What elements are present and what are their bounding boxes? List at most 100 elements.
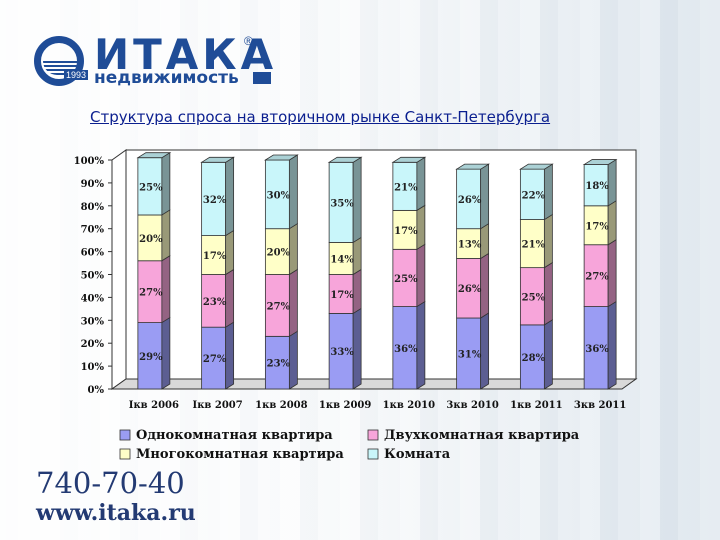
data-label: 20% (267, 248, 291, 259)
data-label: 17% (330, 290, 354, 301)
x-tick-label: 1кв 2008 (255, 400, 307, 411)
bar-segment-side (607, 300, 617, 390)
logo-bar-icon (253, 72, 271, 84)
data-label: 17% (394, 226, 418, 237)
bar-top (327, 156, 363, 163)
bar-segment (519, 219, 545, 269)
data-label: 14% (330, 254, 354, 265)
bar-segment-side (543, 319, 553, 390)
x-tick-label: Iкв 2007 (193, 400, 243, 411)
bar-segment-side (416, 243, 426, 308)
data-label: 13% (458, 240, 482, 251)
bar-segment-side (225, 229, 235, 276)
chart-title: Структура спроса на вторичном рынке Санк… (90, 108, 551, 126)
data-label: 25% (139, 182, 163, 193)
bar-segment (328, 161, 354, 243)
bar-segment-side (352, 236, 362, 276)
bar-segment-side (352, 307, 362, 390)
data-label: 27% (139, 288, 163, 299)
bar-segment-side (288, 222, 298, 276)
bar-segment (201, 326, 227, 390)
bar-segment (137, 260, 163, 323)
data-label: 26% (458, 284, 482, 295)
legend-swatch (119, 448, 131, 460)
y-tick-label: 0% (88, 385, 105, 396)
bar-top (582, 159, 618, 165)
bar-segment-side (543, 163, 553, 221)
y-tick-label: 40% (81, 293, 105, 304)
bar-segment (264, 228, 290, 275)
bar-top (136, 152, 172, 159)
logo-name: ИТАКА (94, 30, 278, 79)
bar-segment-side (225, 268, 235, 328)
y-tick-label: 90% (81, 179, 105, 190)
website-link[interactable]: www.itaka.ru (36, 500, 196, 526)
chart-floor (110, 378, 638, 390)
data-label: 29% (139, 352, 163, 363)
legend-swatch (367, 448, 379, 460)
legend-label: Комната (384, 447, 451, 462)
bar-segment-side (288, 154, 298, 230)
bar-segment (328, 313, 354, 390)
phone-number[interactable]: 740-70-40 (36, 466, 185, 500)
bar-segment-side (352, 268, 362, 315)
data-label: 27% (267, 301, 291, 312)
data-label: 27% (203, 354, 227, 365)
bar-segment (392, 306, 418, 390)
y-tick-label: 20% (81, 339, 105, 350)
legend-label: Двухкомнатная квартира (384, 428, 580, 443)
data-label: 32% (203, 195, 227, 206)
bar-segment-side (161, 255, 171, 324)
data-label: 25% (394, 274, 418, 285)
bar-segment-side (288, 330, 298, 390)
bar-segment-side (607, 158, 617, 207)
bar-segment-side (161, 151, 171, 216)
logo-year: 1993 (64, 70, 89, 80)
data-label: 18% (585, 181, 609, 192)
bar-segment-side (480, 222, 490, 260)
bar-segment-side (607, 239, 617, 308)
bar-segment (201, 161, 227, 236)
x-tick-label: Iкв 2006 (129, 400, 179, 411)
bar-segment (264, 274, 290, 337)
data-label: 22% (522, 190, 546, 201)
data-label: 21% (394, 182, 418, 193)
bar-segment-side (480, 252, 490, 319)
bar-segment-side (352, 156, 362, 244)
bar-segment-side (416, 204, 426, 251)
data-label: 20% (139, 234, 163, 245)
data-label: 17% (585, 221, 609, 232)
bar-segment (519, 168, 545, 220)
data-label: 36% (585, 344, 609, 355)
bar-segment-side (480, 163, 490, 230)
bar-segment (201, 235, 227, 275)
bar-segment-side (161, 209, 171, 262)
logo-subtitle: недвижимость (94, 68, 239, 88)
bar-segment-side (543, 213, 553, 269)
bar-segment-side (225, 156, 235, 237)
legend-swatch (119, 429, 131, 441)
legend-swatch (367, 429, 379, 441)
data-label: 31% (458, 350, 482, 361)
bar-segment (137, 214, 163, 262)
company-logo[interactable]: ИТАКА ® 1993 недвижимость (30, 30, 273, 92)
x-tick-label: 1кв 2011 (510, 400, 562, 411)
bar-segment (583, 244, 609, 307)
bar-segment-side (161, 316, 171, 390)
data-label: 28% (522, 353, 546, 364)
registered-mark: ® (244, 34, 253, 48)
bar-segment-side (416, 300, 426, 390)
bar-segment-side (288, 268, 298, 338)
data-label: 33% (330, 347, 354, 358)
y-tick-label: 100% (74, 156, 105, 167)
data-label: 25% (522, 292, 546, 303)
bar-top (518, 163, 554, 170)
data-label: 35% (330, 198, 354, 209)
bar-segment (519, 324, 545, 390)
x-tick-label: 1кв 2010 (383, 400, 435, 411)
data-label: 17% (203, 251, 227, 262)
y-tick-label: 10% (81, 362, 105, 373)
data-label: 36% (394, 344, 418, 355)
bar-segment (583, 164, 609, 207)
